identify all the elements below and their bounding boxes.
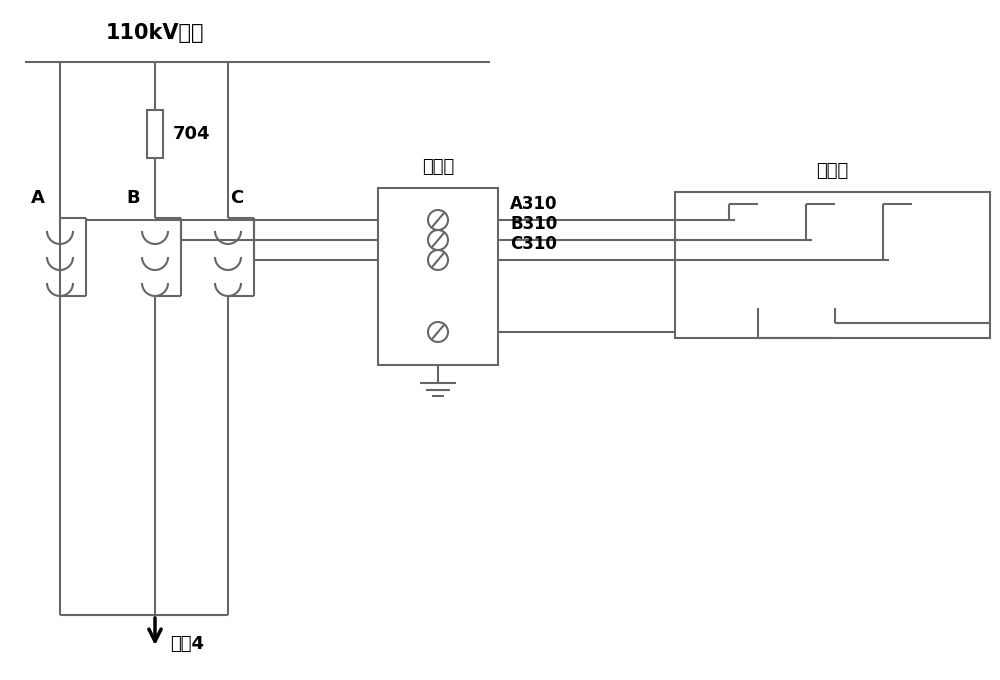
Text: 704: 704	[173, 125, 210, 143]
Text: A: A	[31, 189, 45, 207]
Text: 端子笱: 端子笱	[422, 158, 454, 176]
Text: 110kV母线: 110kV母线	[106, 23, 204, 43]
Text: C310: C310	[510, 235, 557, 253]
Text: C: C	[230, 189, 243, 207]
Text: A310: A310	[510, 195, 558, 213]
Text: B310: B310	[510, 215, 557, 233]
Text: B: B	[126, 189, 140, 207]
Text: 保护屏: 保护屏	[816, 162, 849, 180]
Bar	[675, 192, 990, 338]
Bar	[147, 110, 163, 158]
Bar	[378, 188, 498, 365]
Text: 线路4: 线路4	[170, 635, 204, 653]
